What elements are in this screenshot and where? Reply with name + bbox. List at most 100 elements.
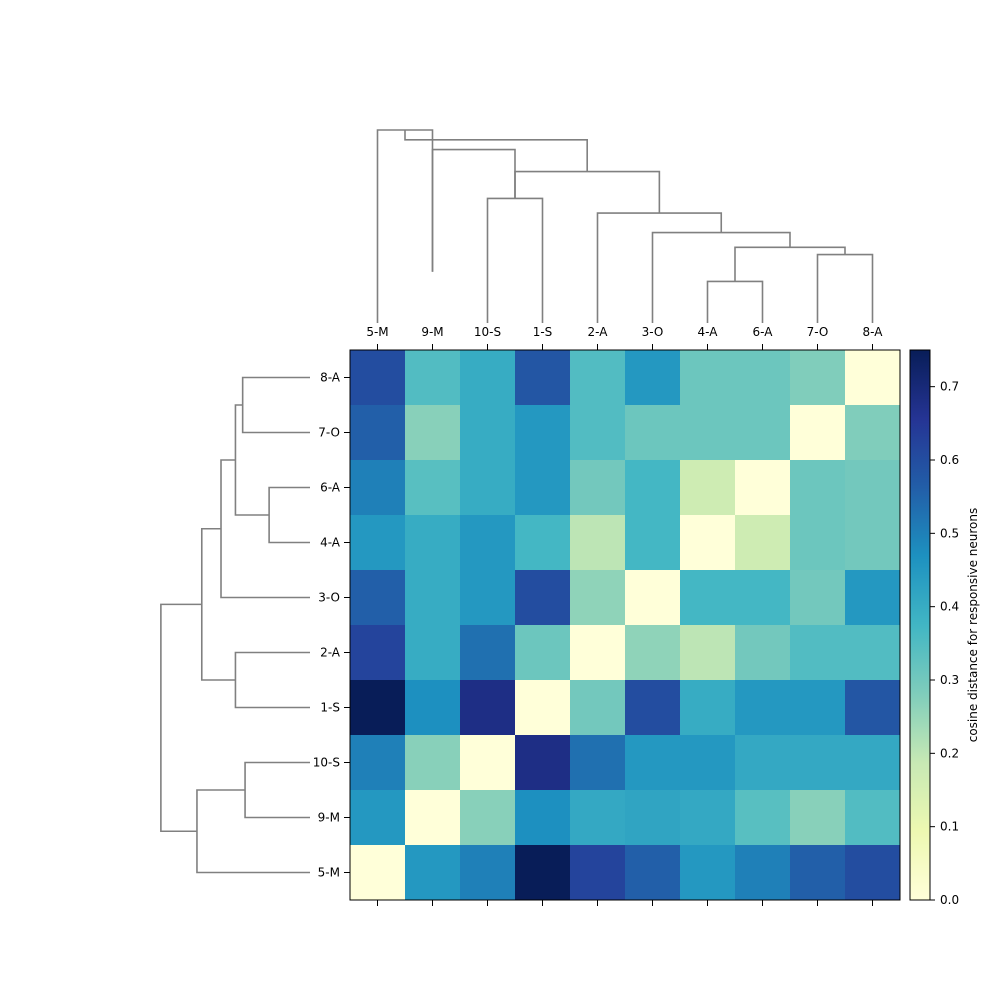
heatmap-cell-9-M-2-A <box>570 790 626 846</box>
heatmap-cell-1-S-5-M <box>350 680 406 736</box>
colorbar-tick-label: 0.3 <box>940 673 959 687</box>
heatmap-cell-10-S-2-A <box>570 735 626 791</box>
heatmap-cell-6-A-9-M <box>405 460 461 516</box>
heatmap-cell-9-M-7-O <box>790 790 846 846</box>
column-label: 1-S <box>533 325 553 339</box>
heatmap-cell-8-A-3-O <box>625 350 681 406</box>
column-label: 7-O <box>807 325 829 339</box>
column-dendrogram-link <box>706 280 764 323</box>
heatmap-cell-5-M-2-A <box>570 845 626 901</box>
heatmap-cell-4-A-8-A <box>845 515 901 571</box>
row-dendrogram-link <box>196 789 310 874</box>
heatmap-cell-1-S-8-A <box>845 680 901 736</box>
row-label: 9-M <box>318 811 340 825</box>
heatmap-cell-5-M-9-M <box>405 845 461 901</box>
heatmap-cell-10-S-7-O <box>790 735 846 791</box>
colorbar-tick-label: 0.5 <box>940 526 959 540</box>
heatmap-cell-3-O-3-O <box>625 570 681 626</box>
row-label: 10-S <box>313 756 340 770</box>
heatmap-cell-6-A-8-A <box>845 460 901 516</box>
heatmap-cell-2-A-6-A <box>735 625 791 681</box>
heatmap-cell-2-A-5-M <box>350 625 406 681</box>
colorbar-label: cosine distance for responsive neurons <box>966 508 980 743</box>
heatmap-cell-2-A-3-O <box>625 625 681 681</box>
column-dendrogram-link <box>734 246 846 282</box>
heatmap-cell-6-A-1-S <box>515 460 571 516</box>
column-label: 10-S <box>474 325 501 339</box>
heatmap-cell-6-A-4-A <box>680 460 736 516</box>
colorbar-tick-label: 0.4 <box>940 600 959 614</box>
heatmap-cell-7-O-5-M <box>350 405 406 461</box>
colorbar: 0.0 0.1 0.2 0.3 0.4 0.5 0.6 0.7 cosine distance … <box>909 349 980 907</box>
heatmap-cell-3-O-4-A <box>680 570 736 626</box>
heatmap-cell-2-A-4-A <box>680 625 736 681</box>
column-dendrogram-link <box>486 197 544 323</box>
row-label: 8-A <box>320 371 341 385</box>
heatmap-cell-5-M-1-S <box>515 845 571 901</box>
heatmap-cell-2-A-8-A <box>845 625 901 681</box>
heatmap-cell-10-S-4-A <box>680 735 736 791</box>
row-dendrogram-link <box>220 459 310 599</box>
heatmap-cell-8-A-5-M <box>350 350 406 406</box>
heatmap-cell-7-O-4-A <box>680 405 736 461</box>
heatmap-cell-6-A-7-O <box>790 460 846 516</box>
heatmap-cell-4-A-10-S <box>460 515 516 571</box>
heatmap-cell-9-M-4-A <box>680 790 736 846</box>
colorbar-tick-label: 0.1 <box>940 820 959 834</box>
heatmap-cell-3-O-5-M <box>350 570 406 626</box>
heatmap-cell-7-O-10-S <box>460 405 516 461</box>
column-label: 8-A <box>863 325 884 339</box>
column-label: 9-M <box>421 325 443 339</box>
heatmap-cell-10-S-1-S <box>515 735 571 791</box>
column-dendrogram-link <box>651 231 791 323</box>
heatmap-cell-1-S-10-S <box>460 680 516 736</box>
heatmap-cell-4-A-5-M <box>350 515 406 571</box>
heatmap-cell-7-O-2-A <box>570 405 626 461</box>
row-dendrogram-link <box>160 603 202 833</box>
bottom-ticks <box>377 900 873 906</box>
heatmap-cell-4-A-2-A <box>570 515 626 571</box>
heatmap-cell-7-O-3-O <box>625 405 681 461</box>
row-label: 2-A <box>320 646 341 660</box>
heatmap-cell-8-A-9-M <box>405 350 461 406</box>
heatmap-cell-1-S-2-A <box>570 680 626 736</box>
row-dendrogram <box>160 376 310 874</box>
row-label: 7-O <box>318 426 340 440</box>
row-label: 6-A <box>320 481 341 495</box>
heatmap-cell-4-A-9-M <box>405 515 461 571</box>
row-dendrogram-link <box>268 486 310 544</box>
heatmap-cell-3-O-6-A <box>735 570 791 626</box>
heatmap-cell-4-A-6-A <box>735 515 791 571</box>
heatmap-cell-7-O-8-A <box>845 405 901 461</box>
heatmap-cell-9-M-5-M <box>350 790 406 846</box>
heatmap-cell-1-S-7-O <box>790 680 846 736</box>
heatmap-cell-2-A-7-O <box>790 625 846 681</box>
heatmap-cell-9-M-9-M <box>405 790 461 846</box>
heatmap-cell-10-S-3-O <box>625 735 681 791</box>
colorbar-tick-label: 0.6 <box>940 453 959 467</box>
heatmap-cell-9-M-1-S <box>515 790 571 846</box>
column-label: 3-O <box>642 325 664 339</box>
heatmap-cell-6-A-3-O <box>625 460 681 516</box>
column-label: 5-M <box>366 325 388 339</box>
heatmap-cell-10-S-9-M <box>405 735 461 791</box>
heatmap-cell-8-A-10-S <box>460 350 516 406</box>
row-label: 1-S <box>320 701 340 715</box>
heatmap-cell-5-M-6-A <box>735 845 791 901</box>
heatmap-cell-5-M-4-A <box>680 845 736 901</box>
column-dendrogram-link <box>816 253 874 323</box>
heatmap-cell-8-A-7-O <box>790 350 846 406</box>
heatmap-cell-5-M-5-M <box>350 845 406 901</box>
heatmap-cell-5-M-10-S <box>460 845 516 901</box>
heatmap-cell-7-O-6-A <box>735 405 791 461</box>
heatmap-cell-6-A-2-A <box>570 460 626 516</box>
column-dendrogram <box>376 129 874 323</box>
heatmap-cell-4-A-7-O <box>790 515 846 571</box>
column-labels: 5-M 9-M 10-S 1-S 2-A 3-O 4-A 6-A 7-O 8-A <box>366 325 883 350</box>
row-dendrogram-link <box>200 527 236 681</box>
column-dendrogram-link <box>514 170 661 214</box>
heatmap-cell-8-A-2-A <box>570 350 626 406</box>
heatmap-cell-2-A-1-S <box>515 625 571 681</box>
heatmap-cell-10-S-6-A <box>735 735 791 791</box>
